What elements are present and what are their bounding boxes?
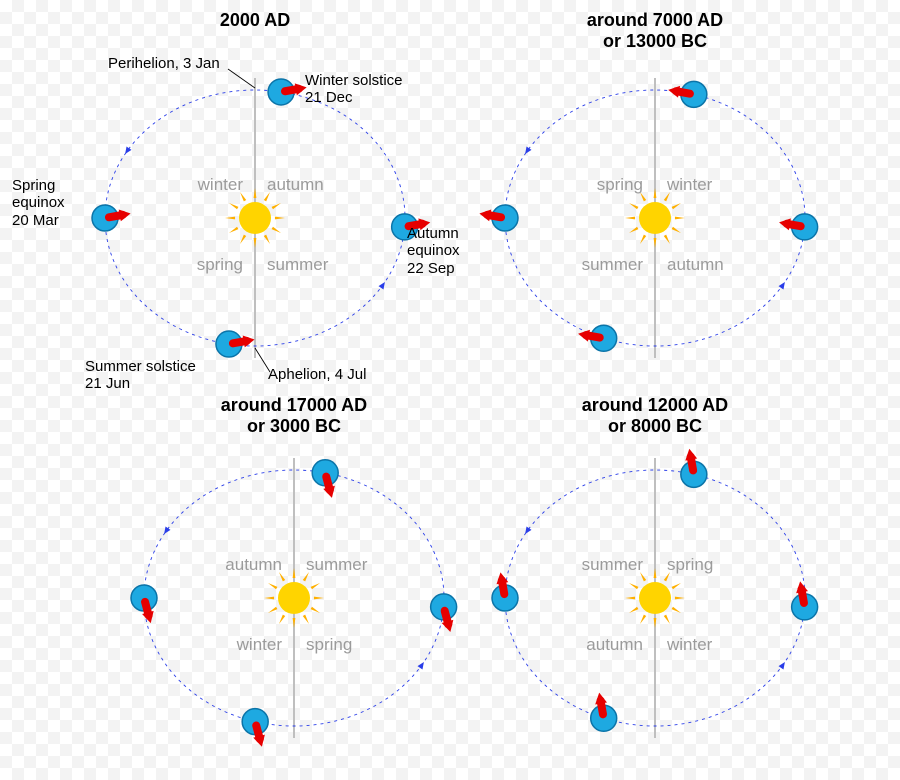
orbit-direction-arrow (125, 147, 131, 154)
season-label: summer (306, 555, 368, 574)
earth-marker (268, 79, 307, 105)
earth-marker (242, 709, 268, 747)
season-label: spring (306, 635, 352, 654)
orbit-point-label: Aphelion, 4 Jul (268, 366, 366, 383)
earth-marker (216, 331, 255, 357)
sun-icon (225, 188, 285, 248)
orbit-point-label: Autumn equinox 22 Sep (407, 225, 460, 277)
earth-marker (668, 81, 707, 107)
season-label: summer (267, 255, 329, 274)
season-label: winter (666, 175, 713, 194)
sun-icon (625, 568, 685, 628)
earth-marker (92, 205, 131, 231)
earth-marker (681, 449, 707, 488)
season-label: spring (597, 175, 643, 194)
earth-marker (792, 581, 818, 620)
orbit-direction-arrow (378, 282, 384, 289)
season-label: winter (197, 175, 244, 194)
panel-title: around 7000 AD or 13000 BC (535, 10, 775, 51)
orbit-direction-arrow (778, 282, 784, 289)
season-label: summer (582, 255, 644, 274)
panel-title: around 12000 AD or 8000 BC (535, 395, 775, 436)
panel-title: 2000 AD (155, 10, 355, 31)
earth-marker (779, 214, 818, 240)
season-label: summer (582, 555, 644, 574)
orbit-point-label: Summer solstice 21 Jun (85, 358, 196, 393)
season-label: autumn (586, 635, 643, 654)
earth-marker (578, 325, 617, 351)
orbit-point-label: Perihelion, 3 Jan (108, 55, 220, 72)
orbit-direction-arrow (778, 662, 784, 669)
season-label: autumn (667, 255, 724, 274)
earth-marker (591, 693, 617, 732)
panel-title: around 17000 AD or 3000 BC (174, 395, 414, 436)
sun-icon (264, 568, 324, 628)
orbit-point-label: Spring equinox 20 Mar (12, 177, 65, 229)
season-label: winter (236, 635, 283, 654)
season-label: winter (666, 635, 713, 654)
orbit-direction-arrow (164, 527, 170, 534)
earth-marker (312, 460, 338, 498)
sun-icon (625, 188, 685, 248)
earth-marker (131, 585, 157, 623)
season-label: autumn (267, 175, 324, 194)
season-label: autumn (225, 555, 282, 574)
earth-marker (492, 572, 518, 611)
orbit-point-label: Winter solstice 21 Dec (305, 72, 403, 107)
orbit-direction-arrow (417, 662, 423, 669)
earth-marker (479, 205, 518, 231)
orbit-direction-arrow (525, 527, 531, 534)
orbit-direction-arrow (525, 147, 531, 154)
season-label: spring (197, 255, 243, 274)
earth-marker (431, 594, 457, 632)
season-label: spring (667, 555, 713, 574)
